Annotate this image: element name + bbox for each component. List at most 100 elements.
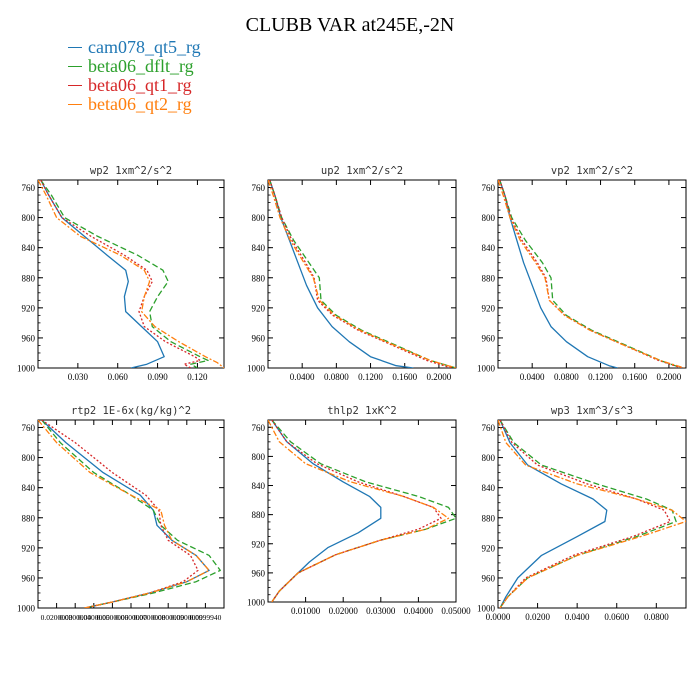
series-line-beta06_qt2_rg xyxy=(38,180,224,368)
x-tick-label: 0.05000 xyxy=(441,606,471,616)
series-line-beta06_dflt_rg xyxy=(271,420,456,602)
plot-frame xyxy=(37,179,225,369)
x-tick-label: 0.0800000 xyxy=(152,613,184,622)
series-line-cam078_qt5_rg xyxy=(271,420,382,602)
x-tick-label: 0.03000 xyxy=(366,606,396,616)
y-tick-label: 960 xyxy=(252,568,266,578)
x-tick-label: 0.0000 xyxy=(486,612,511,622)
y-tick-label: 1000 xyxy=(477,364,496,374)
y-tick-label: 760 xyxy=(482,423,496,433)
series-line-beta06_qt1_rg xyxy=(271,420,442,602)
x-tick-label: 0.0999940 xyxy=(189,613,221,622)
series-line-beta06_dflt_rg xyxy=(499,420,677,608)
legend: cam078_qt5_rg beta06_dflt_rg beta06_qt1_rg… xyxy=(68,38,201,114)
y-tick-label: 840 xyxy=(22,483,36,493)
chart-panel: wp3 1xm^3/s^3 760 800 840 880 920 960 10000.000… xyxy=(477,405,687,622)
legend-label: beta06_qt1_rg xyxy=(88,75,192,95)
series-line-beta06_dflt_rg xyxy=(40,180,209,368)
plot-frame xyxy=(267,179,457,369)
legend-swatch xyxy=(68,104,82,105)
y-tick-label: 880 xyxy=(482,273,496,283)
series-line-beta06_qt1_rg xyxy=(499,420,671,608)
chart-title: vp2 1xm^2/s^2 xyxy=(551,165,633,177)
x-tick-label: 0.0800 xyxy=(644,612,669,622)
y-tick-label: 880 xyxy=(22,273,36,283)
x-tick-label: 0.030 xyxy=(68,372,89,382)
y-tick-label: 920 xyxy=(22,303,36,313)
y-tick-label: 960 xyxy=(22,333,36,343)
x-tick-label: 0.2000 xyxy=(657,372,682,382)
x-tick-label: 0.0400000 xyxy=(78,613,110,622)
y-tick-label: 760 xyxy=(252,423,266,433)
x-tick-label: 0.120 xyxy=(187,372,208,382)
legend-label: beta06_dflt_rg xyxy=(88,56,194,76)
y-tick-label: 840 xyxy=(482,483,496,493)
y-tick-label: 880 xyxy=(252,510,266,520)
x-tick-label: 0.0700000 xyxy=(134,613,166,622)
legend-swatch xyxy=(68,47,82,48)
series-line-beta06_dflt_rg xyxy=(499,180,682,368)
y-tick-label: 1000 xyxy=(477,604,496,614)
x-tick-label: 0.0900000 xyxy=(171,613,203,622)
chart-title: up2 1xm^2/s^2 xyxy=(321,165,403,177)
legend-entry: beta06_qt1_rg xyxy=(68,76,201,95)
series-line-cam078_qt5_rg xyxy=(269,180,414,368)
chart-title: thlp2 1xK^2 xyxy=(327,405,397,417)
series-line-beta06_qt2_rg xyxy=(268,420,450,602)
series-line-beta06_qt2_rg xyxy=(498,420,686,608)
x-tick-label: 0.1600 xyxy=(392,372,417,382)
x-tick-label: 0.0400 xyxy=(290,372,315,382)
y-tick-label: 840 xyxy=(482,243,496,253)
x-tick-label: 0.02000 xyxy=(329,606,359,616)
x-tick-label: 0.04000 xyxy=(404,606,434,616)
y-tick-label: 880 xyxy=(482,513,496,523)
x-tick-label: 0.0200000 xyxy=(41,613,73,622)
y-tick-label: 760 xyxy=(252,183,266,193)
x-tick-label: 0.0600 xyxy=(604,612,629,622)
y-tick-label: 800 xyxy=(22,453,36,463)
series-line-beta06_qt1_rg xyxy=(499,180,682,368)
y-tick-label: 800 xyxy=(22,213,36,223)
y-tick-label: 840 xyxy=(252,481,266,491)
chart-panel: vp2 1xm^2/s^2 760 800 840 880 920 960 1000 0.040… xyxy=(477,165,687,382)
y-tick-label: 1000 xyxy=(17,364,36,374)
series-line-beta06_qt2_rg xyxy=(498,180,685,368)
x-tick-label: 0.0300000 xyxy=(59,613,91,622)
x-tick-label: 0.0200 xyxy=(525,612,550,622)
y-tick-label: 760 xyxy=(482,183,496,193)
series-line-cam078_qt5_rg xyxy=(41,420,210,608)
y-tick-label: 920 xyxy=(482,303,496,313)
y-tick-label: 960 xyxy=(482,573,496,583)
series-line-cam078_qt5_rg xyxy=(499,420,608,608)
x-tick-label: 0.090 xyxy=(147,372,168,382)
series-line-beta06_qt2_rg xyxy=(268,180,456,368)
y-tick-label: 760 xyxy=(22,423,36,433)
x-tick-label: 0.0800 xyxy=(554,372,579,382)
chart-title: wp2 1xm^2/s^2 xyxy=(90,165,172,177)
y-tick-label: 800 xyxy=(252,452,266,462)
x-tick-label: 0.060 xyxy=(108,372,129,382)
series-line-beta06_dflt_rg xyxy=(41,420,221,608)
y-tick-label: 1000 xyxy=(247,364,266,374)
y-tick-label: 920 xyxy=(252,303,266,313)
y-tick-label: 800 xyxy=(252,213,266,223)
legend-swatch xyxy=(68,85,82,86)
x-tick-label: 0.1600 xyxy=(622,372,647,382)
y-tick-label: 880 xyxy=(22,513,36,523)
x-tick-label: 0.0400 xyxy=(520,372,545,382)
x-tick-label: 0.01000 xyxy=(291,606,321,616)
plot-frame xyxy=(497,179,687,369)
y-tick-label: 800 xyxy=(482,453,496,463)
series-line-beta06_qt2_rg xyxy=(38,420,210,608)
plot-frame xyxy=(267,419,457,603)
y-tick-label: 760 xyxy=(22,183,36,193)
plot-frame xyxy=(497,419,687,609)
x-tick-label: 0.0400 xyxy=(565,612,590,622)
series-line-beta06_qt1_rg xyxy=(41,420,199,608)
y-tick-label: 840 xyxy=(22,243,36,253)
y-tick-label: 920 xyxy=(252,539,266,549)
y-tick-label: 960 xyxy=(482,333,496,343)
chart-panel: wp2 1xm^2/s^2 760 800 840 880 920 960 1000 0.030… xyxy=(17,165,225,382)
x-tick-label: 0.0500000 xyxy=(96,613,128,622)
